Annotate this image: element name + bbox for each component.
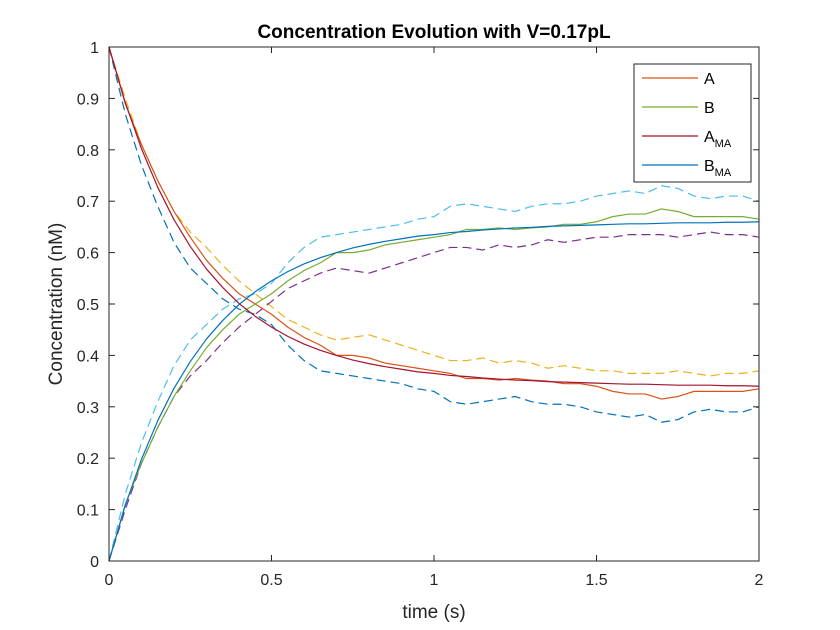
series-line-dashed-6 (108, 185, 760, 562)
y-tick-label: 0.1 (77, 503, 99, 520)
x-tick-label: 1.5 (585, 572, 607, 589)
y-tick-label: 0.5 (77, 297, 99, 314)
y-tick-label: 0.2 (77, 451, 99, 468)
x-axis-label: time (s) (402, 602, 465, 623)
legend-label: A (704, 71, 715, 88)
x-tick-label: 0 (105, 572, 114, 589)
y-axis-label: Concentration (nM) (46, 223, 67, 386)
y-tick-label: 0.4 (77, 348, 99, 365)
series-line-dashed-5 (108, 46, 760, 423)
series-line-2 (108, 46, 760, 387)
y-tick-label: 0.7 (77, 194, 99, 211)
series-line-1 (108, 208, 760, 562)
legend-label-subscript: MA (715, 138, 732, 150)
y-tick-label: 0.3 (77, 400, 99, 417)
y-tick-label: 0.6 (77, 246, 99, 263)
y-tick-label: 0.9 (77, 91, 99, 108)
y-tick-label: 0 (90, 554, 99, 571)
x-tick-label: 1 (430, 572, 439, 589)
series-layer (108, 46, 760, 562)
series-line-3 (108, 221, 760, 562)
x-tick-label: 0.5 (260, 572, 282, 589)
y-tick-label: 1 (90, 40, 99, 57)
y-tick-label: 0.8 (77, 143, 99, 160)
x-tick-label: 2 (755, 572, 764, 589)
legend-label-subscript: MA (715, 167, 732, 179)
series-line-dashed-7 (108, 231, 760, 562)
chart-title: Concentration Evolution with V=0.17pL (257, 22, 611, 43)
ticks-layer: 0 0.5 1 1.5 2 0 0.1 0.2 0.3 0.4 0.5 0.6 0.7 0.8 0.9 1 (77, 40, 764, 589)
series-line-dashed-4 (108, 46, 760, 377)
legend-label: B (704, 100, 715, 117)
series-line-0 (108, 46, 760, 400)
legend-box (633, 63, 752, 183)
